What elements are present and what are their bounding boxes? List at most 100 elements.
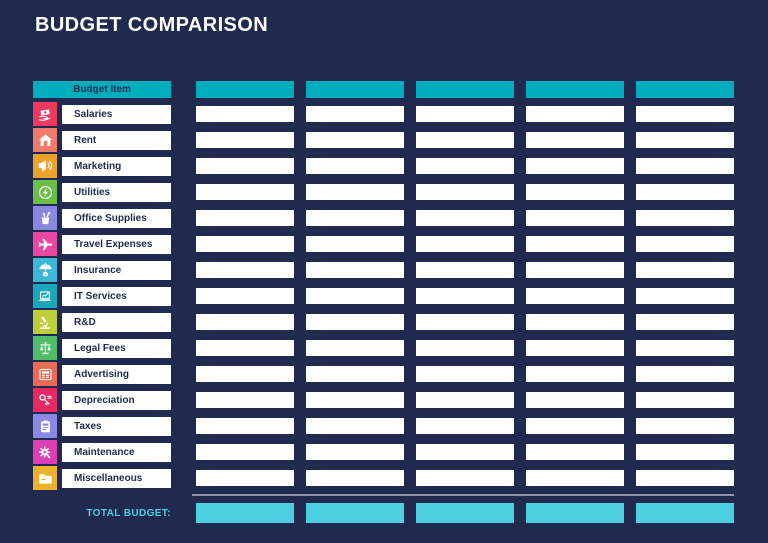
- budget-value-cell[interactable]: [196, 418, 294, 434]
- budget-value-cell[interactable]: [196, 470, 294, 486]
- budget-value-cell[interactable]: [306, 470, 404, 486]
- budget-value-cell[interactable]: [526, 158, 624, 174]
- budget-item-column-header: Budget Item: [33, 81, 171, 98]
- budget-value-cell[interactable]: [526, 470, 624, 486]
- budget-value-cell[interactable]: [526, 132, 624, 148]
- budget-value-cell[interactable]: [526, 392, 624, 408]
- budget-value-cell[interactable]: [526, 314, 624, 330]
- budget-value-cell[interactable]: [416, 392, 514, 408]
- total-value-cell[interactable]: [306, 503, 404, 523]
- budget-value-cell[interactable]: [196, 262, 294, 278]
- budget-value-cell[interactable]: [636, 418, 734, 434]
- budget-value-cell[interactable]: [416, 418, 514, 434]
- budget-value-cell[interactable]: [306, 340, 404, 356]
- budget-row: Utilities: [33, 179, 734, 205]
- budget-value-cell[interactable]: [196, 236, 294, 252]
- budget-value-cell[interactable]: [196, 392, 294, 408]
- budget-value-cell[interactable]: [636, 262, 734, 278]
- budget-value-cell[interactable]: [196, 184, 294, 200]
- budget-value-cell[interactable]: [636, 184, 734, 200]
- budget-value-cell[interactable]: [526, 444, 624, 460]
- budget-value-cell[interactable]: [416, 106, 514, 122]
- budget-value-cell[interactable]: [416, 210, 514, 226]
- budget-item-label: Legal Fees: [62, 338, 171, 358]
- budget-value-cell[interactable]: [306, 392, 404, 408]
- budget-value-cell[interactable]: [636, 210, 734, 226]
- budget-row: Miscellaneous: [33, 465, 734, 491]
- budget-value-cell[interactable]: [416, 366, 514, 382]
- budget-value-cell[interactable]: [636, 366, 734, 382]
- budget-item-label: Advertising: [62, 364, 171, 384]
- budget-value-cell[interactable]: [636, 314, 734, 330]
- budget-value-cell[interactable]: [196, 340, 294, 356]
- budget-value-cell[interactable]: [636, 470, 734, 486]
- budget-value-cell[interactable]: [416, 262, 514, 278]
- budget-value-cell[interactable]: [306, 262, 404, 278]
- budget-value-cell[interactable]: [416, 132, 514, 148]
- budget-rows: Salaries Rent Marketing Utilities Office Sup…: [33, 101, 734, 491]
- budget-value-cell[interactable]: [636, 106, 734, 122]
- bolt-icon: [33, 180, 57, 204]
- budget-value-cell[interactable]: [526, 262, 624, 278]
- budget-value-cell[interactable]: [196, 158, 294, 174]
- budget-value-cell[interactable]: [306, 236, 404, 252]
- budget-value-cell[interactable]: [306, 314, 404, 330]
- budget-value-cell[interactable]: [526, 236, 624, 252]
- budget-value-cell[interactable]: [196, 288, 294, 304]
- budget-row: Maintenance: [33, 439, 734, 465]
- budget-row-cells: [196, 210, 734, 226]
- budget-value-cell[interactable]: [526, 210, 624, 226]
- total-value-cell[interactable]: [196, 503, 294, 523]
- budget-value-cell[interactable]: [306, 210, 404, 226]
- budget-value-cell[interactable]: [196, 444, 294, 460]
- total-value-cell[interactable]: [526, 503, 624, 523]
- budget-value-cell[interactable]: [306, 288, 404, 304]
- budget-value-cell[interactable]: [196, 106, 294, 122]
- budget-value-cell[interactable]: [416, 288, 514, 304]
- budget-value-cell[interactable]: [526, 340, 624, 356]
- budget-value-cell[interactable]: [416, 158, 514, 174]
- budget-value-cell[interactable]: [306, 132, 404, 148]
- budget-value-cell[interactable]: [416, 470, 514, 486]
- value-column-header: [306, 81, 404, 98]
- budget-row: IT Services: [33, 283, 734, 309]
- budget-value-cell[interactable]: [416, 184, 514, 200]
- budget-row-cells: [196, 340, 734, 356]
- budget-value-cell[interactable]: [416, 340, 514, 356]
- budget-value-cell[interactable]: [306, 184, 404, 200]
- budget-value-cell[interactable]: [416, 444, 514, 460]
- budget-item-label: Marketing: [62, 156, 171, 176]
- total-row: TOTAL BUDGET:: [33, 503, 734, 523]
- total-value-cell[interactable]: [636, 503, 734, 523]
- budget-value-cell[interactable]: [306, 444, 404, 460]
- budget-value-cell[interactable]: [636, 392, 734, 408]
- budget-value-cell[interactable]: [306, 366, 404, 382]
- budget-value-cell[interactable]: [416, 314, 514, 330]
- value-column-headers: [196, 81, 734, 98]
- budget-value-cell[interactable]: [636, 158, 734, 174]
- budget-value-cell[interactable]: [526, 366, 624, 382]
- budget-value-cell[interactable]: [416, 236, 514, 252]
- budget-value-cell[interactable]: [306, 418, 404, 434]
- budget-value-cell[interactable]: [526, 418, 624, 434]
- budget-value-cell[interactable]: [636, 340, 734, 356]
- budget-value-cell[interactable]: [196, 210, 294, 226]
- budget-value-cell[interactable]: [526, 288, 624, 304]
- budget-value-cell[interactable]: [636, 288, 734, 304]
- budget-value-cell[interactable]: [526, 184, 624, 200]
- budget-value-cell[interactable]: [306, 158, 404, 174]
- budget-item-label: Miscellaneous: [62, 468, 171, 488]
- budget-row: Advertising: [33, 361, 734, 387]
- budget-value-cell[interactable]: [306, 106, 404, 122]
- budget-value-cell[interactable]: [636, 236, 734, 252]
- budget-value-cell[interactable]: [196, 366, 294, 382]
- budget-value-cell[interactable]: [636, 444, 734, 460]
- total-value-cell[interactable]: [416, 503, 514, 523]
- budget-value-cell[interactable]: [196, 132, 294, 148]
- budget-value-cell[interactable]: [636, 132, 734, 148]
- clipboard-icon: [33, 414, 57, 438]
- budget-row: Salaries: [33, 101, 734, 127]
- budget-value-cell[interactable]: [526, 106, 624, 122]
- pencil-cup-icon: [33, 206, 57, 230]
- budget-value-cell[interactable]: [196, 314, 294, 330]
